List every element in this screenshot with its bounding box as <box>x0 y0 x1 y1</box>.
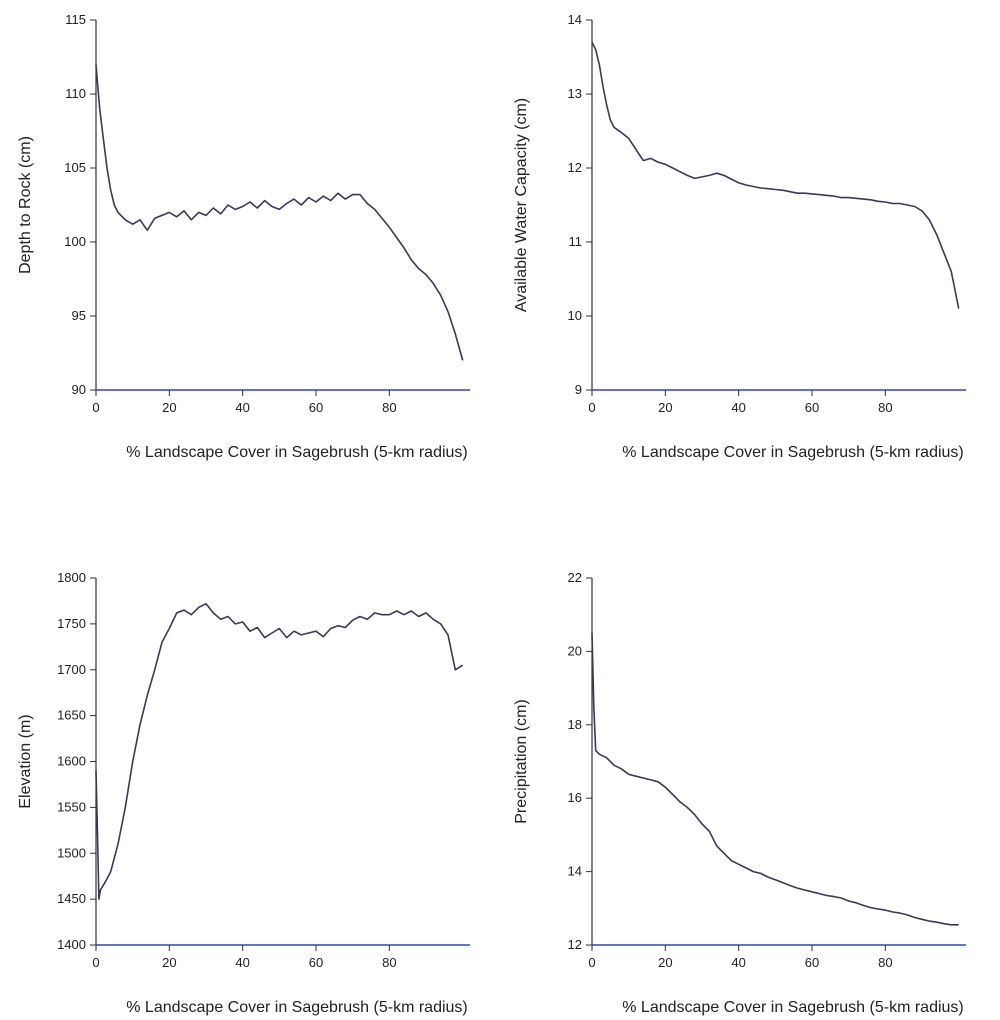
y-tick-label: 1450 <box>57 891 86 906</box>
x-tick-label: 80 <box>878 955 892 970</box>
y-tick-label: 16 <box>568 790 582 805</box>
x-tick-label: 0 <box>588 400 595 415</box>
y-tick-label: 1750 <box>57 616 86 631</box>
y-tick-label: 9 <box>575 382 582 397</box>
x-tick-label: 60 <box>805 955 819 970</box>
y-tick-label: 115 <box>65 12 86 27</box>
y-tick-label: 1800 <box>57 570 86 585</box>
chart-panel-depth-to-rock: 90 95 100 105 110 115 0 20 40 60 80 % Landscape Cov… <box>17 12 470 461</box>
y-tick-label: 10 <box>568 308 582 323</box>
x-tick-label: 40 <box>731 400 745 415</box>
x-tick-label: 80 <box>382 400 396 415</box>
x-tick-label: 40 <box>235 955 249 970</box>
y-axis-title: Elevation (m) <box>17 714 34 808</box>
x-tick-label: 20 <box>162 955 176 970</box>
y-axis-title: Available Water Capacity (cm) <box>513 98 530 312</box>
x-tick-label: 20 <box>162 400 176 415</box>
x-tick-label: 60 <box>309 955 323 970</box>
y-tick-label: 20 <box>568 643 582 658</box>
y-tick-label: 90 <box>72 382 86 397</box>
y-tick-label: 1700 <box>57 662 86 677</box>
x-tick-label: 60 <box>309 400 323 415</box>
x-axis-title: % Landscape Cover in Sagebrush (5-km rad… <box>622 999 964 1016</box>
series-line <box>591 632 959 926</box>
y-tick-label: 11 <box>569 234 583 249</box>
y-tick-label: 14 <box>568 12 582 27</box>
x-axis-title: % Landscape Cover in Sagebrush (5-km rad… <box>622 444 964 461</box>
y-tick-label: 1650 <box>57 708 86 723</box>
y-tick-label: 1400 <box>57 937 86 952</box>
series-line <box>591 41 960 309</box>
series-line <box>95 64 464 361</box>
x-tick-label: 80 <box>382 955 396 970</box>
y-tick-label: 14 <box>568 864 582 879</box>
y-axis-title: Precipitation (cm) <box>513 699 530 823</box>
y-tick-label: 13 <box>568 86 582 101</box>
x-tick-label: 0 <box>588 955 595 970</box>
y-tick-label: 95 <box>72 308 86 323</box>
x-tick-label: 80 <box>878 400 892 415</box>
x-tick-label: 40 <box>235 400 249 415</box>
chart-panel-elevation: 1400 1450 1500 1550 1600 1650 1700 1750 1800 0 20 4… <box>17 570 470 1016</box>
y-tick-label: 100 <box>64 234 86 249</box>
y-tick-label: 1500 <box>57 845 86 860</box>
y-tick-label: 105 <box>64 160 86 175</box>
y-tick-label: 1550 <box>57 799 86 814</box>
x-tick-label: 60 <box>805 400 819 415</box>
x-axis-title: % Landscape Cover in Sagebrush (5-km rad… <box>126 444 468 461</box>
x-tick-label: 40 <box>731 955 745 970</box>
y-tick-label: 110 <box>65 86 86 101</box>
y-axis-title: Depth to Rock (cm) <box>17 136 34 274</box>
y-tick-label: 1600 <box>57 754 86 769</box>
y-tick-label: 18 <box>568 717 582 732</box>
x-tick-label: 0 <box>92 400 99 415</box>
x-tick-label: 20 <box>658 400 672 415</box>
series-line <box>95 602 464 900</box>
y-tick-label: 12 <box>568 160 582 175</box>
chart-panel-available-water-capacity: 9 10 11 12 13 14 0 20 40 60 80 % Landscape Cover in… <box>513 12 966 461</box>
y-tick-label: 12 <box>568 937 582 952</box>
y-tick-label: 22 <box>568 570 582 585</box>
chart-panel-precipitation: 12 14 16 18 20 22 0 20 40 60 80 % Landscape Cover i… <box>513 570 966 1016</box>
x-tick-label: 0 <box>92 955 99 970</box>
x-axis-title: % Landscape Cover in Sagebrush (5-km rad… <box>126 999 468 1016</box>
x-tick-label: 20 <box>658 955 672 970</box>
